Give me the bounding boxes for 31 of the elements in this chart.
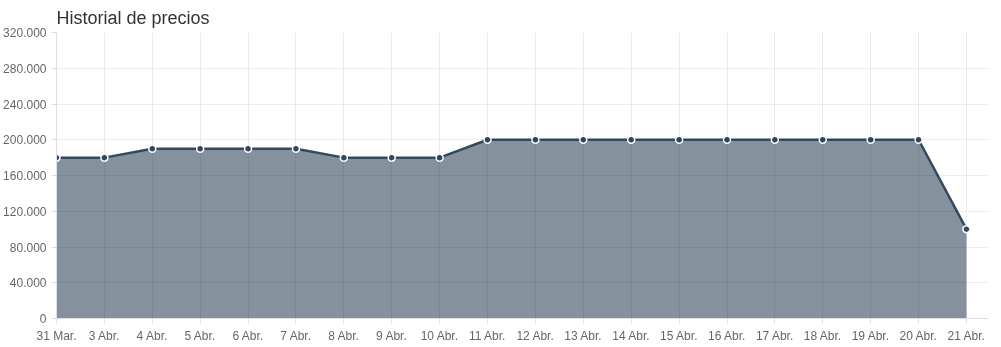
- x-tick-label: 31 Mar.: [36, 328, 77, 343]
- x-tick-label: 19 Abr.: [851, 328, 890, 343]
- y-tick-label: 40.000: [9, 276, 47, 291]
- x-tick-label: 13 Abr.: [564, 328, 602, 343]
- y-tick-label: 120.000: [3, 204, 47, 219]
- x-tick-label: 18 Abr.: [803, 328, 842, 343]
- x-tick-label: 17 Abr.: [755, 328, 794, 343]
- x-tick-label: 8 Abr.: [328, 328, 359, 343]
- x-tick-label: 20 Abr.: [899, 328, 937, 343]
- y-tick-label: 160.000: [3, 169, 47, 183]
- y-tick-label: 280.000: [3, 61, 47, 76]
- x-tick-label: 21 Abr.: [947, 328, 985, 343]
- chart-title: Historial de precios: [56, 7, 210, 28]
- x-tick-label: 6 Abr.: [232, 328, 264, 343]
- y-tick-label: 0: [39, 312, 47, 326]
- x-tick-label: 7 Abr.: [280, 328, 311, 343]
- y-tick-label: 80.000: [9, 240, 47, 255]
- y-tick-label: 240.000: [3, 97, 47, 112]
- x-tick-label: 12 Abr.: [516, 328, 554, 343]
- x-tick-label: 14 Abr.: [612, 328, 650, 343]
- x-tick-label: 10 Abr.: [420, 328, 459, 343]
- y-tick-label: 200.000: [3, 133, 47, 148]
- point: [962, 224, 971, 234]
- x-tick-label: 15 Abr.: [660, 328, 698, 343]
- x-tick-label: 16 Abr.: [707, 328, 746, 343]
- x-tick-label: 4 Abr.: [136, 328, 168, 343]
- x-tick-label: 3 Abr.: [88, 328, 120, 343]
- x-tick-label: 9 Abr.: [376, 328, 407, 343]
- x-tick-label: 5 Abr.: [184, 328, 216, 343]
- y-tick-label: 320.000: [3, 26, 47, 40]
- x-tick-label: 11 Abr.: [468, 328, 506, 343]
